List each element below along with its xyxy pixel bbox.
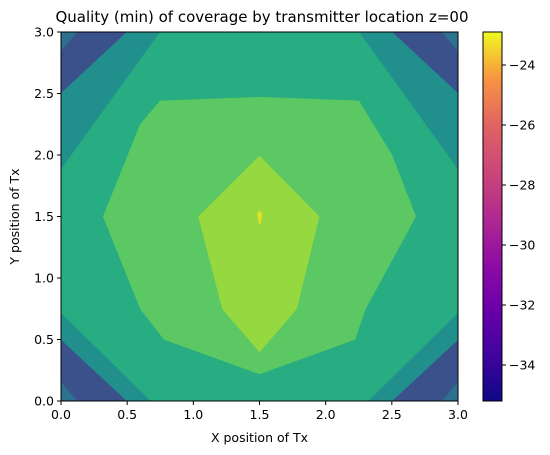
y-tick-label-1: 0.5 xyxy=(34,332,54,347)
colorbar: −24 −26 −28 −30 −32 −34 xyxy=(482,31,535,402)
contour-region-level-1-3 xyxy=(61,382,78,401)
colorbar-ticks: −24 −26 −28 −30 −32 −34 xyxy=(502,58,535,373)
x-tick-label-5: 2.5 xyxy=(382,407,402,422)
colorbar-tick-label-2: −28 xyxy=(509,178,535,193)
y-tick-label-4: 2.0 xyxy=(34,148,54,163)
y-tick-label-6: 3.0 xyxy=(34,25,54,40)
y-tick-label-0: 0.0 xyxy=(34,394,54,409)
y-tick-label-3: 1.5 xyxy=(34,209,54,224)
contour-region-level-5-7 xyxy=(198,155,320,353)
x-axis-label: X position of Tx xyxy=(211,430,308,445)
contour-region-level-1-4 xyxy=(441,382,458,401)
colorbar-tick-label-0: −24 xyxy=(509,58,535,73)
x-tick-label-1: 0.5 xyxy=(117,407,137,422)
chart-title: Quality (min) of coverage by transmitter… xyxy=(55,8,468,26)
colorbar-tick-label-1: −26 xyxy=(509,118,535,133)
y-axis: 0.0 0.5 1.0 1.5 2.0 2.5 3.0 xyxy=(34,25,61,409)
colorbar-tick-label-5: −34 xyxy=(509,358,535,373)
x-tick-label-2: 1.0 xyxy=(183,407,203,422)
contour-region-level-1-1 xyxy=(61,32,78,51)
y-axis-label: Y position of Tx xyxy=(7,168,22,265)
x-tick-label-6: 3.0 xyxy=(448,407,468,422)
x-tick-label-4: 2.0 xyxy=(316,407,336,422)
x-tick-label-0: 0.0 xyxy=(51,407,71,422)
contour-region-level-6-8 xyxy=(257,210,263,225)
x-tick-label-3: 1.5 xyxy=(250,407,270,422)
colorbar-tick-label-3: −30 xyxy=(509,238,535,253)
plot-area xyxy=(60,31,459,402)
x-axis: 0.0 0.5 1.0 1.5 2.0 2.5 3.0 xyxy=(51,401,468,422)
contour-region-level-1-2 xyxy=(441,32,458,51)
colorbar-bar xyxy=(482,31,503,402)
colorbar-tick-label-4: −32 xyxy=(509,298,535,313)
y-tick-label-2: 1.0 xyxy=(34,271,54,286)
y-tick-label-5: 2.5 xyxy=(34,86,54,101)
contour-regions xyxy=(61,32,458,401)
